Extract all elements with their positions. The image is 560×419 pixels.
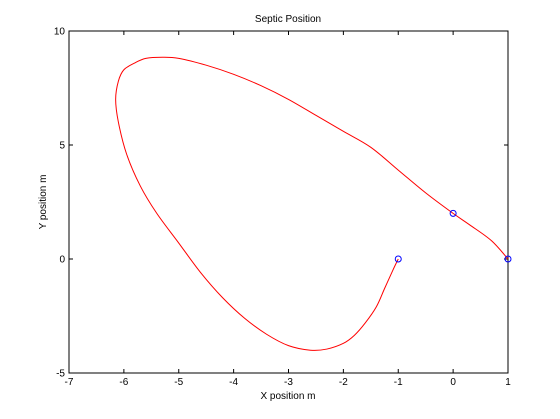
- chart-title: Septic Position: [255, 14, 321, 25]
- waypoint-marker: [449, 209, 457, 217]
- trajectory-line: [115, 56, 509, 351]
- x-tick-label: -3: [284, 377, 293, 388]
- y-axis-label: Y position m: [38, 175, 49, 230]
- x-axis-label: X position m: [260, 391, 315, 402]
- x-tick-label: 1: [505, 377, 511, 388]
- waypoint-markers: [394, 209, 512, 263]
- y-axis: -5 0 5 10: [54, 27, 508, 380]
- plot-area-frame: [68, 30, 509, 374]
- x-tick-label: 0: [450, 377, 456, 388]
- y-tick-label: 5: [59, 141, 65, 152]
- y-tick-label: 10: [54, 27, 66, 38]
- x-tick-label: -6: [119, 377, 128, 388]
- waypoint-marker: [504, 255, 512, 263]
- x-tick-label: -1: [394, 377, 403, 388]
- x-tick-label: -4: [229, 377, 238, 388]
- y-tick-label: 0: [59, 255, 65, 266]
- x-tick-label: -7: [65, 377, 74, 388]
- x-tick-label: -2: [339, 377, 348, 388]
- y-tick-label: -5: [56, 369, 65, 380]
- x-axis: -7 -6 -5 -4 -3 -2 -1 0 1: [65, 31, 511, 388]
- x-tick-label: -5: [174, 377, 183, 388]
- waypoint-marker: [394, 255, 402, 263]
